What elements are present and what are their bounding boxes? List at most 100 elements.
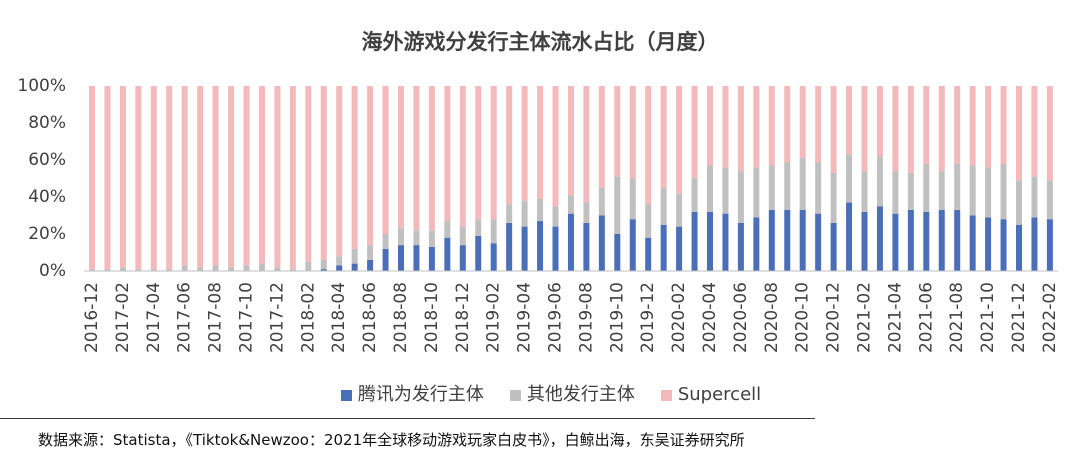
- bar-tencent: [1031, 217, 1038, 271]
- bar-tencent: [938, 209, 945, 271]
- source-note: 数据来源：Statista，《Tiktok&Newzoo：2021年全球移动游戏…: [38, 431, 745, 449]
- x-tick-label: 2020-02: [669, 282, 689, 353]
- bar-other-publishers: [506, 204, 513, 223]
- bar-other-publishers: [382, 234, 389, 249]
- bar-tencent: [521, 226, 528, 271]
- bar-tencent: [475, 235, 482, 271]
- bar-other-publishers: [135, 269, 142, 271]
- bar-other-publishers: [444, 221, 451, 238]
- bar-supercell: [660, 86, 667, 188]
- bar-tencent: [351, 263, 358, 271]
- bar-supercell: [784, 86, 791, 162]
- bar-other-publishers: [274, 267, 281, 271]
- bar-supercell: [367, 86, 374, 246]
- bar-supercell: [985, 86, 992, 168]
- x-tick-label: 2022-02: [1040, 282, 1060, 353]
- bar-other-publishers: [768, 165, 775, 210]
- bar-other-publishers: [660, 187, 667, 225]
- footer-divider: [0, 418, 815, 419]
- bar-tencent: [382, 248, 389, 271]
- bar-tencent: [320, 269, 327, 271]
- x-tick-label: 2020-04: [700, 282, 720, 353]
- bar-other-publishers: [629, 178, 636, 220]
- legend-swatch-other-publishers: [509, 389, 521, 401]
- bar-supercell: [567, 86, 574, 196]
- bar-tencent: [490, 243, 497, 271]
- bar-tencent: [876, 206, 883, 271]
- bar-tencent: [413, 245, 420, 271]
- bar-supercell: [707, 86, 713, 166]
- bar-supercell: [428, 86, 435, 231]
- bar-other-publishers: [1000, 163, 1007, 220]
- bar-tencent: [367, 259, 374, 271]
- bar-supercell: [598, 86, 605, 188]
- bar-tencent: [660, 224, 667, 271]
- bar-other-publishers: [398, 228, 404, 246]
- bar-supercell: [1016, 86, 1022, 181]
- bar-other-publishers: [598, 187, 605, 216]
- bar-supercell: [150, 86, 157, 270]
- x-tick-label: 2017-08: [206, 282, 226, 353]
- bar-supercell: [1031, 86, 1038, 177]
- bar-other-publishers: [537, 198, 544, 222]
- bar-tencent: [691, 211, 698, 271]
- bar-tencent: [459, 245, 466, 271]
- legend: 腾讯为发行主体 其他发行主体 Supercell: [0, 383, 1080, 407]
- bar-stack-group: [89, 86, 1053, 271]
- bar-supercell: [552, 86, 559, 207]
- bar-other-publishers: [150, 269, 157, 271]
- bar-supercell: [846, 86, 853, 155]
- bar-tencent: [645, 237, 652, 271]
- bar-other-publishers: [676, 193, 683, 227]
- bar-tencent: [784, 209, 791, 271]
- bar-supercell: [830, 86, 837, 173]
- x-tick-label: 2016-12: [82, 282, 102, 353]
- bar-supercell: [135, 86, 142, 270]
- bar-tencent: [336, 265, 343, 271]
- x-tick-label: 2017-10: [237, 282, 257, 353]
- bar-supercell: [320, 86, 327, 260]
- bar-supercell: [119, 86, 126, 268]
- bar-tencent: [398, 245, 404, 271]
- x-tick-label: 2020-08: [762, 282, 782, 353]
- bar-supercell: [583, 86, 590, 203]
- bar-tencent: [815, 213, 822, 271]
- x-tick-label: 2017-04: [144, 282, 164, 353]
- bar-other-publishers: [830, 172, 837, 223]
- bar-other-publishers: [876, 156, 883, 207]
- bar-tencent: [506, 222, 513, 271]
- x-tick-label: 2021-08: [947, 282, 967, 353]
- bar-other-publishers: [938, 171, 945, 210]
- bar-other-publishers: [475, 219, 482, 236]
- x-tick-label: 2021-04: [885, 282, 905, 353]
- y-tick-label: 40%: [28, 187, 66, 207]
- x-tick-label: 2018-02: [298, 282, 318, 353]
- bar-other-publishers: [228, 267, 235, 271]
- bar-supercell: [289, 86, 296, 270]
- legend-label-other-publishers: 其他发行主体: [526, 384, 635, 405]
- bar-supercell: [938, 86, 945, 172]
- legend-label-supercell: Supercell: [677, 384, 762, 405]
- x-tick-label: 2017-06: [175, 282, 195, 353]
- bar-other-publishers: [707, 165, 713, 212]
- bar-supercell: [104, 86, 111, 270]
- bar-supercell: [876, 86, 883, 157]
- x-tick-label: 2018-06: [360, 282, 380, 353]
- bar-other-publishers: [289, 269, 296, 271]
- bar-other-publishers: [923, 163, 930, 212]
- bar-other-publishers: [1046, 180, 1053, 220]
- x-tick-label: 2019-02: [484, 282, 504, 353]
- bar-tencent: [1000, 219, 1007, 271]
- bar-other-publishers: [320, 259, 327, 270]
- bar-other-publishers: [336, 256, 343, 266]
- bar-other-publishers: [799, 158, 806, 210]
- bar-supercell: [305, 86, 312, 262]
- bar-other-publishers: [243, 265, 250, 271]
- y-tick-label: 0%: [39, 261, 66, 281]
- bar-supercell: [722, 86, 729, 168]
- bar-tencent: [676, 226, 683, 271]
- x-tick-label: 2020-06: [731, 282, 751, 353]
- bar-other-publishers: [197, 267, 204, 271]
- bar-other-publishers: [367, 245, 374, 260]
- bar-supercell: [1000, 86, 1007, 164]
